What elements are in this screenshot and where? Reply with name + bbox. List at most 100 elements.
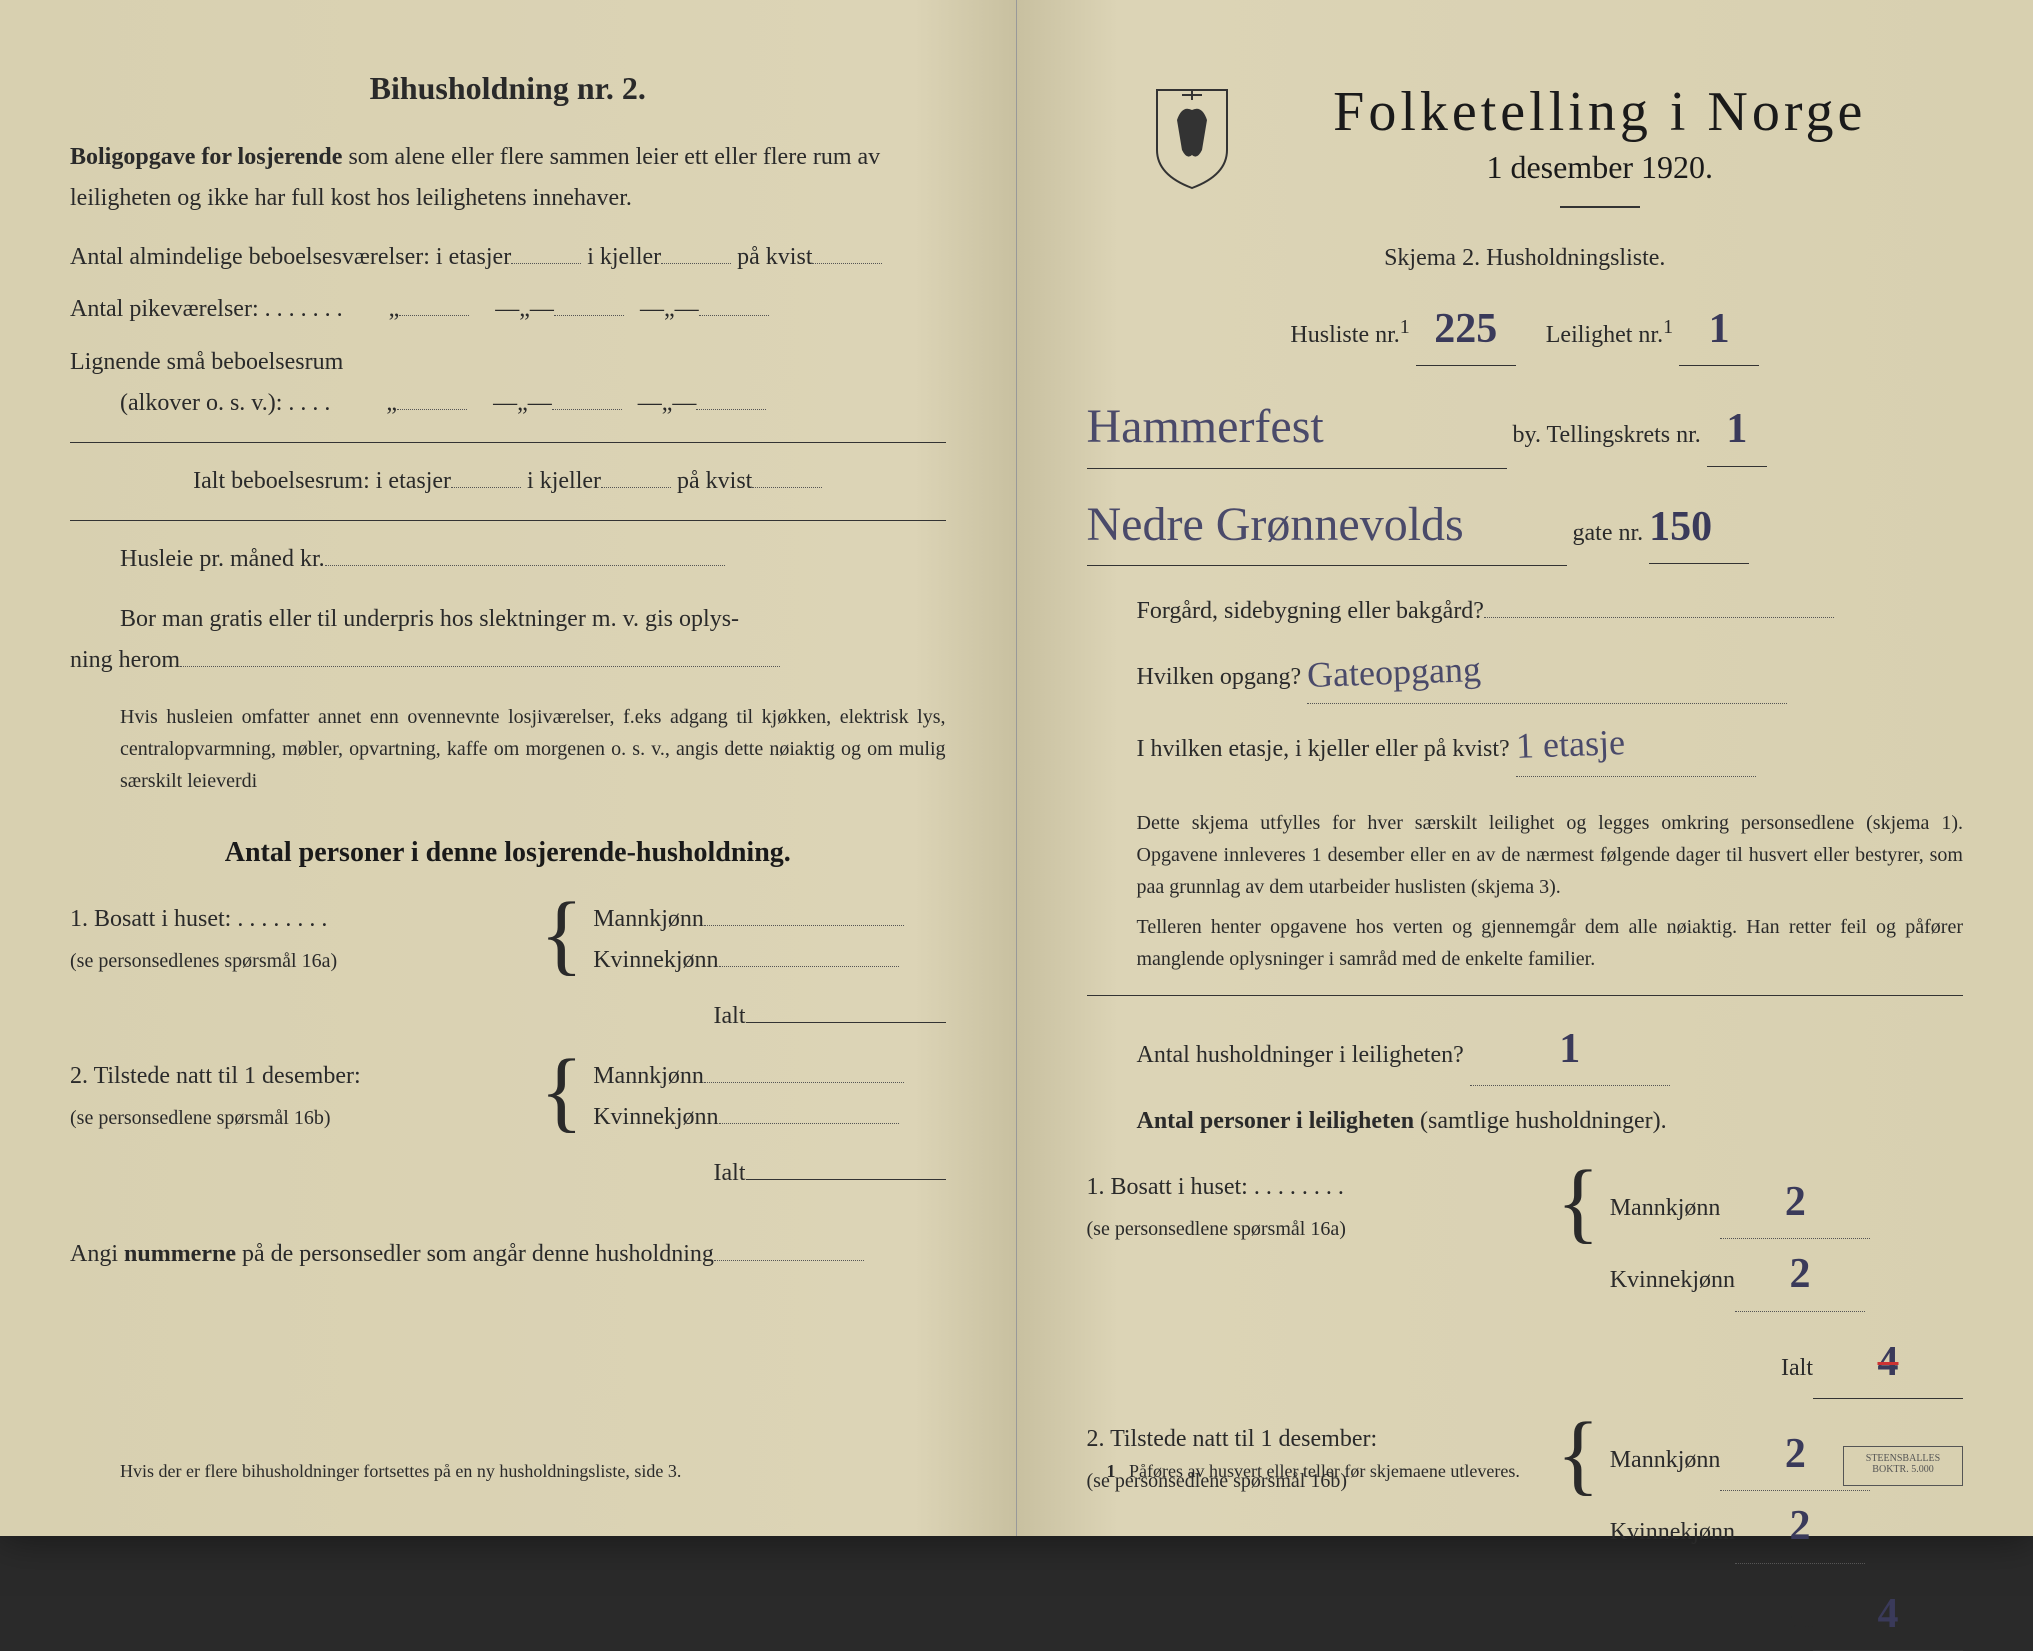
opgang-value: Gateopgang: [1306, 639, 1482, 706]
field: [699, 315, 769, 316]
v2-kvinne: 2: [1790, 1491, 1811, 1562]
field: [719, 1123, 899, 1124]
field: [704, 925, 904, 926]
gratis-label-2: ning herom: [70, 647, 180, 673]
field: [714, 1260, 864, 1261]
v1-ialt: 4: [1878, 1327, 1899, 1398]
opgang-field: Gateopgang: [1307, 642, 1787, 704]
intro-bold: Boligopgave for losjerende: [70, 144, 342, 170]
by-field: Hammerfest: [1087, 386, 1507, 469]
husliste-field: 225: [1416, 294, 1516, 366]
field: [552, 409, 622, 410]
line-rooms: Antal almindelige beboelsesværelser: i e…: [70, 237, 946, 278]
footnote-text: Påføres av husvert eller teller før skje…: [1129, 1461, 1520, 1481]
alkover-label-b: (alkover o. s. v.): . . . .: [120, 390, 330, 416]
rooms-label-b: i kjeller: [587, 244, 661, 270]
q1-label: 1. Bosatt i huset: . . . . . . . .: [1087, 1174, 1344, 1200]
gratis-label-1: Bor man gratis eller til underpris hos s…: [120, 606, 739, 632]
footnote-num: 1: [1107, 1461, 1116, 1481]
etasje-label: I hvilken etasje, i kjeller eller på kvi…: [1137, 736, 1510, 762]
forgard-label: Forgård, sidebygning eller bakgård?: [1137, 598, 1484, 624]
krets-value: 1: [1726, 394, 1747, 465]
section-heading: Antal personer i denne losjerende-hushol…: [70, 837, 946, 869]
q2-sublabel: (se personsedlene spørsmål 16b): [70, 1107, 331, 1129]
antal-pers-bold: Antal personer i leiligheten: [1137, 1108, 1415, 1134]
field: [325, 565, 725, 566]
q1-row-right: 1. Bosatt i huset: . . . . . . . . (se p…: [1087, 1167, 1964, 1399]
field: 4: [1813, 1327, 1963, 1399]
field: [704, 1082, 904, 1083]
note-text: Hvis husleien omfatter annet enn ovennev…: [120, 701, 946, 797]
husliste-label: Husliste nr.: [1290, 322, 1399, 348]
divider: [70, 520, 946, 521]
field: [719, 966, 899, 967]
right-footnote: 1 Påføres av husvert eller teller før sk…: [1107, 1457, 1520, 1486]
q2-label: 2. Tilstede natt til 1 desember:: [70, 1063, 361, 1089]
ialt-label-a: Ialt beboelsesrum: i etasjer: [193, 468, 451, 494]
field: [746, 1179, 946, 1180]
q1-label: 1. Bosatt i huset: . . . . . . . .: [70, 906, 327, 932]
angi-line: Angi nummerne på de personsedler som ang…: [70, 1234, 946, 1275]
left-page: Bihusholdning nr. 2. Boligopgave for los…: [0, 0, 1017, 1536]
leilighet-field: 1: [1679, 294, 1759, 366]
leilighet-value: 1: [1709, 294, 1730, 365]
q1-sublabel: (se personsedlenes spørsmål 16a): [70, 950, 337, 972]
field: [399, 315, 469, 316]
q1-sublabel: (se personsedlene spørsmål 16a): [1087, 1218, 1346, 1240]
bracket-icon: {: [540, 899, 583, 971]
v1-mann: 2: [1785, 1167, 1806, 1238]
schema-line: Skjema 2. Husholdningsliste.: [1087, 238, 1964, 279]
ialt-label-c: på kvist: [677, 468, 752, 494]
field: [554, 315, 624, 316]
mann-label: Mannkjønn: [1610, 1447, 1721, 1473]
field: [696, 409, 766, 410]
husliste-value: 225: [1434, 294, 1497, 365]
gate-value: Nedre Grønnevolds: [1087, 484, 1464, 566]
ialt-label: Ialt: [714, 1160, 746, 1186]
by-label: by. Tellingskrets nr.: [1513, 422, 1701, 448]
rooms-label-a: Antal almindelige beboelsesværelser: i e…: [70, 244, 511, 270]
antal-pers-rest: (samtlige husholdninger).: [1414, 1108, 1667, 1134]
line-pike: Antal pikeværelser: . . . . . . . „ —„— …: [70, 289, 946, 330]
crest-icon: [1147, 80, 1237, 190]
instructions: Dette skjema utfylles for hver særskilt …: [1137, 807, 1964, 903]
gate-field: Nedre Grønnevolds: [1087, 484, 1567, 567]
line-ialt: Ialt beboelsesrum: i etasjer i kjeller p…: [70, 461, 946, 502]
angi-a: Angi: [70, 1241, 124, 1267]
field: [601, 487, 671, 488]
rent-line: Husleie pr. måned kr.: [120, 539, 946, 580]
v1-kvinne: 2: [1790, 1239, 1811, 1310]
divider: [1087, 995, 1964, 996]
field: [746, 1022, 946, 1023]
divider-icon: [1560, 206, 1640, 208]
kvinne-label: Kvinnekjønn: [593, 947, 718, 973]
krets-field: 1: [1707, 394, 1767, 466]
pike-label: Antal pikeværelser: . . . . . . .: [70, 296, 343, 322]
bracket-icon: {: [540, 1056, 583, 1128]
antal-hush-label: Antal husholdninger i leiligheten?: [1137, 1042, 1464, 1068]
gate-line: Nedre Grønnevolds gate nr. 150: [1087, 484, 1964, 567]
bracket-icon: {: [1557, 1167, 1600, 1239]
rooms-label-c: på kvist: [737, 244, 812, 270]
field: [661, 263, 731, 264]
field: 4: [1813, 1579, 1963, 1651]
field: 2: [1720, 1167, 1870, 1239]
printer-stamp: STEENSBALLESBOKTR. 5.000: [1843, 1446, 1963, 1486]
field: 2: [1735, 1491, 1865, 1563]
by-line: Hammerfest by. Tellingskrets nr. 1: [1087, 386, 1964, 469]
subtitle: 1 desember 1920.: [1237, 149, 1964, 186]
ialt-label-b: i kjeller: [527, 468, 601, 494]
field: 2: [1735, 1239, 1865, 1311]
mann-label: Mannkjønn: [593, 1063, 704, 1089]
divider: [70, 442, 946, 443]
header-row: Folketelling i Norge 1 desember 1920.: [1087, 50, 1964, 228]
angi-b: på de personsedler som angår denne husho…: [236, 1241, 714, 1267]
ialt-label: Ialt: [1781, 1607, 1813, 1633]
mann-label: Mannkjønn: [593, 906, 704, 932]
leilighet-label: Leilighet nr.: [1546, 322, 1663, 348]
angi-bold: nummerne: [124, 1241, 236, 1267]
antal-hush-field: 1: [1470, 1014, 1670, 1086]
etasje-field: 1 etasje: [1516, 714, 1756, 776]
gatenum-value: 150: [1649, 492, 1712, 563]
opgang-label: Hvilken opgang?: [1137, 664, 1302, 690]
